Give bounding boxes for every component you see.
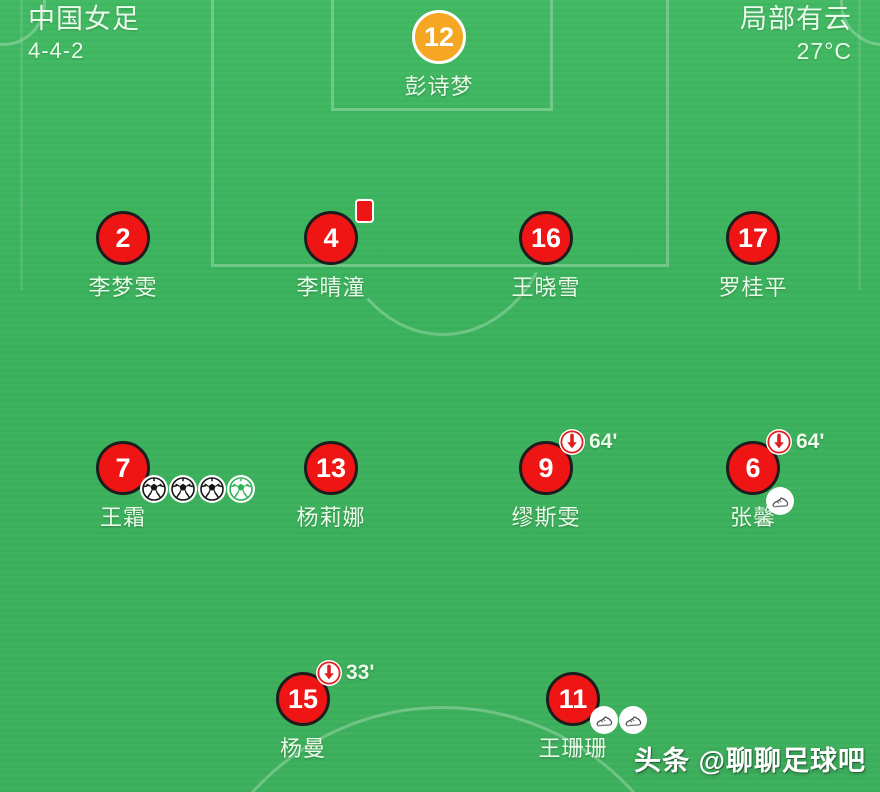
- player-disc-wrap: 6 64': [726, 429, 824, 515]
- sideline-left-marking: [20, 0, 23, 290]
- soccer-ball-icon: [169, 475, 197, 503]
- team-info: 中国女足 4-4-2: [28, 2, 140, 66]
- weather-condition: 局部有云: [740, 4, 852, 34]
- player-number-badge[interactable]: 2: [96, 211, 150, 265]
- player-13[interactable]: 13 杨莉娜: [256, 441, 406, 532]
- player-name: 罗桂平: [718, 275, 788, 300]
- team-name: 中国女足: [28, 4, 140, 34]
- player-16[interactable]: 16 王晓雪: [471, 211, 621, 302]
- player-disc-wrap: 12: [412, 10, 466, 64]
- player-6[interactable]: 6 64' 张馨: [678, 429, 828, 532]
- player-number-badge[interactable]: 12: [412, 10, 466, 64]
- player-number-badge[interactable]: 16: [519, 211, 573, 265]
- player-event-icons: [766, 487, 794, 515]
- arrow-down-icon: [766, 429, 792, 455]
- sideline-right-marking: [858, 0, 861, 290]
- player-disc-wrap: 7: [96, 441, 255, 503]
- weather-temperature: 27°C: [796, 38, 852, 64]
- player-disc-wrap: 15 33': [276, 660, 374, 726]
- player-disc-wrap: 17: [726, 211, 780, 265]
- player-event-icons: [590, 706, 647, 734]
- substitution-minute: 64': [589, 430, 618, 453]
- soccer-ball-icon: [198, 475, 226, 503]
- player-name: 李晴潼: [296, 275, 366, 300]
- weather-info: 局部有云 27°C: [740, 2, 852, 66]
- player-name: 李梦雯: [88, 275, 158, 300]
- player-2[interactable]: 2 李梦雯: [48, 211, 198, 302]
- player-disc-wrap: 4: [304, 199, 374, 265]
- player-disc-wrap: 9 64': [519, 429, 617, 495]
- red-card-icon: [355, 199, 374, 223]
- soccer-ball-icon: [140, 475, 168, 503]
- player-4[interactable]: 4 李晴潼: [256, 199, 406, 302]
- player-number-badge[interactable]: 17: [726, 211, 780, 265]
- substitution-minute: 33': [346, 661, 375, 684]
- player-11[interactable]: 11 王珊珊: [498, 672, 648, 763]
- player-name: 缪斯雯: [511, 505, 581, 530]
- substitution-badge: 64': [559, 429, 617, 455]
- player-name: 杨莉娜: [296, 505, 366, 530]
- substitution-minute: 64': [796, 430, 825, 453]
- player-12[interactable]: 12 彭诗梦: [364, 10, 514, 101]
- player-number-badge[interactable]: 4: [304, 211, 358, 265]
- player-name: 杨曼: [279, 736, 326, 761]
- substitution-badge: 33': [316, 660, 374, 686]
- player-name: 彭诗梦: [404, 74, 474, 99]
- arrow-down-icon: [559, 429, 585, 455]
- player-event-icons: [140, 475, 255, 503]
- soccer-ball-icon: [227, 475, 255, 503]
- watermark: 头条 @聊聊足球吧: [634, 746, 866, 776]
- boot-icon: [619, 706, 647, 734]
- player-disc-wrap: 2: [96, 211, 150, 265]
- player-name: 张馨: [729, 505, 776, 530]
- player-17[interactable]: 17 罗桂平: [678, 211, 828, 302]
- player-15[interactable]: 15 33' 杨曼: [228, 660, 378, 763]
- player-9[interactable]: 9 64' 缪斯雯: [471, 429, 621, 532]
- player-name: 王珊珊: [538, 736, 608, 761]
- player-disc-wrap: 13: [304, 441, 358, 495]
- arrow-down-icon: [316, 660, 342, 686]
- substitution-badge: 64': [766, 429, 824, 455]
- boot-icon: [590, 706, 618, 734]
- player-number-badge[interactable]: 13: [304, 441, 358, 495]
- player-name: 王晓雪: [511, 275, 581, 300]
- player-disc-wrap: 16: [519, 211, 573, 265]
- player-7[interactable]: 7 王霜: [48, 441, 255, 532]
- team-formation: 4-4-2: [28, 38, 85, 63]
- boot-icon: [766, 487, 794, 515]
- player-name: 王霜: [99, 505, 146, 530]
- player-disc-wrap: 11: [546, 672, 647, 734]
